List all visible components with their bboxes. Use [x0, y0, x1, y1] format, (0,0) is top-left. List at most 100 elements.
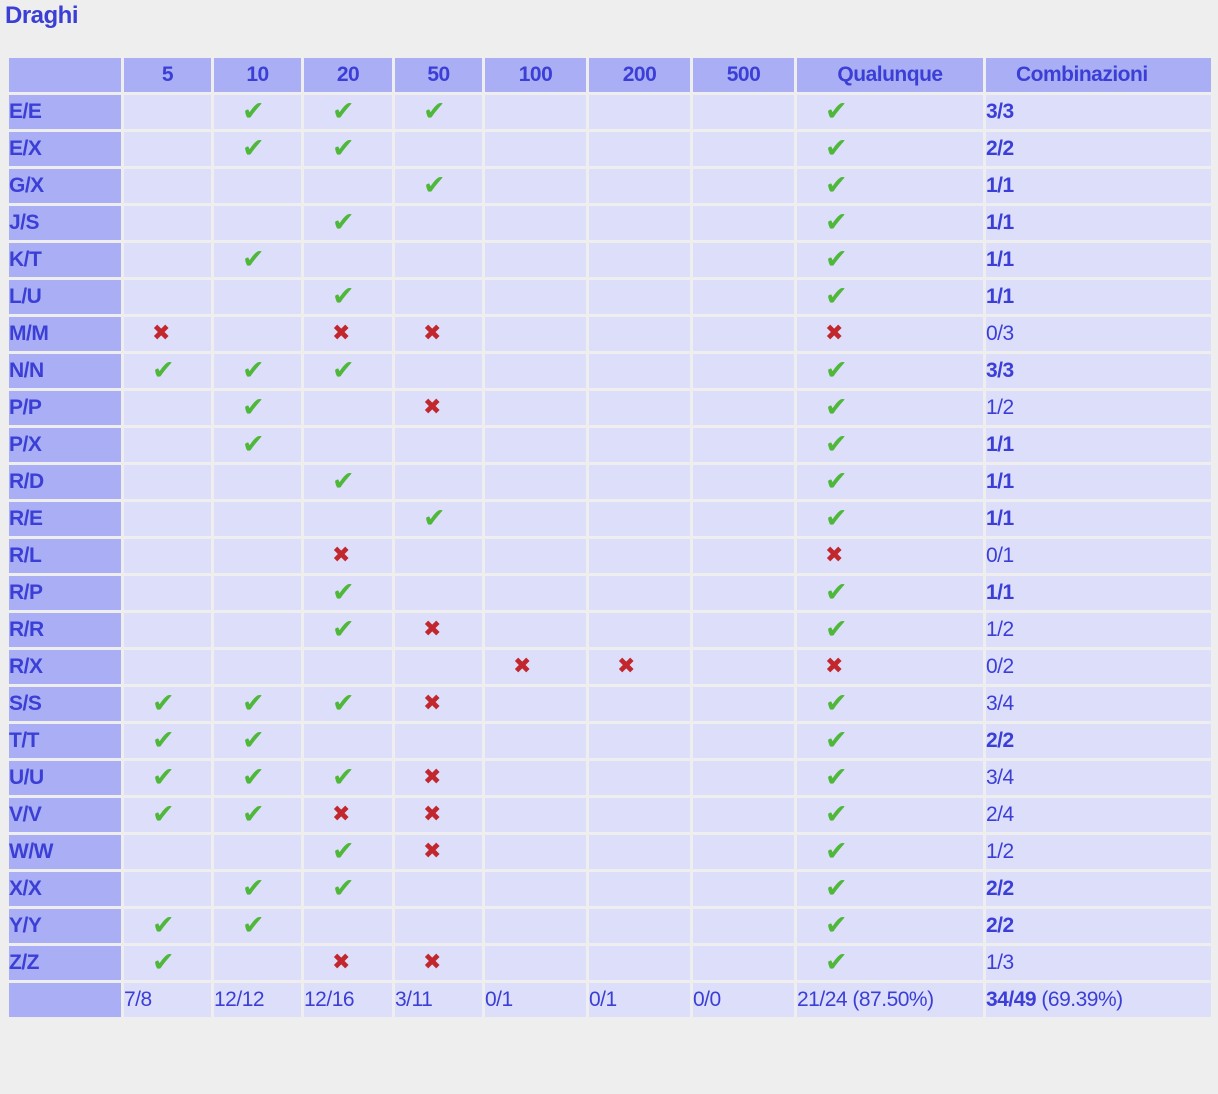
total-any: 21/24 (87.50%) — [797, 983, 983, 1017]
combo-cell: 3/4 — [986, 687, 1211, 721]
result-cell: ✔ — [797, 502, 983, 536]
empty-cell — [693, 169, 794, 203]
result-cell: ✖ — [395, 687, 482, 721]
empty-cell — [395, 354, 482, 388]
result-cell: ✖ — [797, 650, 983, 684]
cross-icon: ✖ — [423, 801, 441, 826]
empty-cell — [693, 724, 794, 758]
result-cell: ✔ — [304, 206, 392, 240]
result-cell: ✖ — [395, 946, 482, 980]
result-cell: ✔ — [304, 687, 392, 721]
check-icon: ✔ — [242, 725, 265, 755]
empty-cell — [395, 132, 482, 166]
result-cell: ✔ — [797, 280, 983, 314]
result-cell: ✔ — [797, 243, 983, 277]
check-icon: ✔ — [423, 503, 446, 533]
empty-cell — [589, 317, 690, 351]
empty-cell — [395, 576, 482, 610]
empty-cell — [214, 576, 301, 610]
cross-icon: ✖ — [332, 542, 350, 567]
empty-cell — [485, 576, 586, 610]
total-cell: 12/16 — [304, 983, 392, 1017]
check-icon: ✔ — [242, 762, 265, 792]
cross-icon: ✖ — [152, 320, 170, 345]
totals-corner — [9, 983, 121, 1017]
table-row: R/X ✖ ✖ ✖ 0/2 — [9, 650, 1211, 684]
check-icon: ✔ — [332, 873, 355, 903]
cross-icon: ✖ — [423, 394, 441, 419]
column-header: 10 — [214, 58, 301, 92]
row-label: W/W — [9, 835, 121, 869]
empty-cell — [395, 428, 482, 462]
check-icon: ✔ — [825, 281, 848, 311]
check-icon: ✔ — [332, 466, 355, 496]
table-row: U/U ✔ ✔ ✔ ✖ ✔ 3/4 — [9, 761, 1211, 795]
empty-cell — [589, 280, 690, 314]
empty-cell — [304, 724, 392, 758]
empty-cell — [693, 428, 794, 462]
check-icon: ✔ — [825, 947, 848, 977]
empty-cell — [485, 909, 586, 943]
result-cell: ✔ — [797, 132, 983, 166]
check-icon: ✔ — [152, 799, 175, 829]
empty-cell — [304, 502, 392, 536]
check-icon: ✔ — [242, 910, 265, 940]
result-cell: ✔ — [214, 687, 301, 721]
result-cell: ✔ — [797, 206, 983, 240]
empty-cell — [693, 687, 794, 721]
result-cell: ✔ — [214, 95, 301, 129]
empty-cell — [485, 280, 586, 314]
empty-cell — [485, 354, 586, 388]
total-combo: 34/49 (69.39%) — [986, 983, 1211, 1017]
table-row: R/E ✔ ✔ 1/1 — [9, 502, 1211, 536]
result-cell: ✖ — [395, 391, 482, 425]
empty-cell — [693, 761, 794, 795]
empty-cell — [693, 946, 794, 980]
result-cell: ✔ — [214, 761, 301, 795]
empty-cell — [589, 613, 690, 647]
total-cell: 0/1 — [485, 983, 586, 1017]
check-icon: ✔ — [825, 799, 848, 829]
result-cell: ✔ — [214, 354, 301, 388]
corner-cell — [9, 58, 121, 92]
row-label: J/S — [9, 206, 121, 240]
check-icon: ✔ — [332, 836, 355, 866]
cross-icon: ✖ — [423, 320, 441, 345]
table-row: V/V ✔ ✔ ✖ ✖ ✔ 2/4 — [9, 798, 1211, 832]
check-icon: ✔ — [242, 873, 265, 903]
empty-cell — [693, 391, 794, 425]
total-cell: 12/12 — [214, 983, 301, 1017]
empty-cell — [395, 909, 482, 943]
table-row: P/X ✔ ✔ 1/1 — [9, 428, 1211, 462]
empty-cell — [485, 724, 586, 758]
table-row: M/M ✖ ✖ ✖ ✖ 0/3 — [9, 317, 1211, 351]
result-cell: ✔ — [797, 95, 983, 129]
column-header: 50 — [395, 58, 482, 92]
empty-cell — [485, 539, 586, 573]
combo-cell: 1/1 — [986, 243, 1211, 277]
empty-cell — [124, 206, 211, 240]
result-cell: ✔ — [124, 761, 211, 795]
check-icon: ✔ — [825, 614, 848, 644]
combo-cell: 3/3 — [986, 95, 1211, 129]
combo-cell: 1/2 — [986, 835, 1211, 869]
result-cell: ✔ — [304, 465, 392, 499]
results-table: 5 10 20 50 100 200 500 Qualunque Combina… — [6, 55, 1214, 1020]
empty-cell — [589, 206, 690, 240]
check-icon: ✔ — [332, 96, 355, 126]
empty-cell — [485, 169, 586, 203]
check-icon: ✔ — [152, 762, 175, 792]
check-icon: ✔ — [332, 762, 355, 792]
table-row: Y/Y ✔ ✔ ✔ 2/2 — [9, 909, 1211, 943]
empty-cell — [589, 909, 690, 943]
result-cell: ✖ — [485, 650, 586, 684]
empty-cell — [214, 465, 301, 499]
combo-cell: 3/4 — [986, 761, 1211, 795]
result-cell: ✖ — [797, 539, 983, 573]
result-cell: ✖ — [395, 613, 482, 647]
check-icon: ✔ — [242, 244, 265, 274]
check-icon: ✔ — [825, 910, 848, 940]
empty-cell — [693, 280, 794, 314]
combo-cell: 1/3 — [986, 946, 1211, 980]
column-header: 500 — [693, 58, 794, 92]
